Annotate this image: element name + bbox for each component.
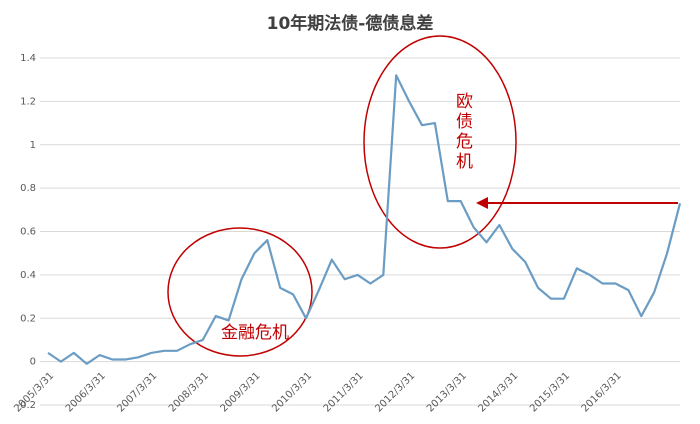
- x-tick-label: 2010/3/31: [270, 370, 314, 414]
- x-tick-label: 2011/3/31: [322, 370, 366, 414]
- y-tick-label: 1: [30, 140, 36, 151]
- x-tick-label: 2015/3/31: [528, 370, 572, 414]
- annotation: 欧债危机: [452, 92, 473, 172]
- y-tick-label: 0.8: [20, 183, 36, 194]
- y-tick-label: 1.2: [20, 96, 36, 107]
- x-tick-label: 2016/3/31: [580, 370, 624, 414]
- x-tick-label: 2009/3/31: [219, 370, 263, 414]
- arrow-head: [476, 197, 488, 209]
- y-tick-label: 0: [30, 357, 36, 368]
- x-tick-label: 2012/3/31: [373, 370, 417, 414]
- x-tick-label: 2006/3/31: [64, 370, 108, 414]
- highlight-ellipse: [363, 35, 517, 249]
- annotation: 金融危机: [221, 323, 289, 343]
- y-tick-label: 0.2: [20, 313, 36, 324]
- y-tick-label: 1.4: [20, 53, 36, 64]
- y-tick-label: 0.6: [20, 227, 36, 238]
- y-tick-label: 0.4: [20, 270, 36, 281]
- x-tick-label: 2007/3/31: [115, 370, 159, 414]
- series-line: [47, 74, 682, 365]
- x-tick-label: 2013/3/31: [425, 370, 469, 414]
- y-tick-label: -0.2: [16, 400, 36, 411]
- chart-title: 10年期法债-德债息差: [267, 13, 434, 34]
- x-tick-label: 2008/3/31: [167, 370, 211, 414]
- x-tick-label: 2014/3/31: [477, 370, 521, 414]
- highlight-ellipse: [167, 227, 313, 357]
